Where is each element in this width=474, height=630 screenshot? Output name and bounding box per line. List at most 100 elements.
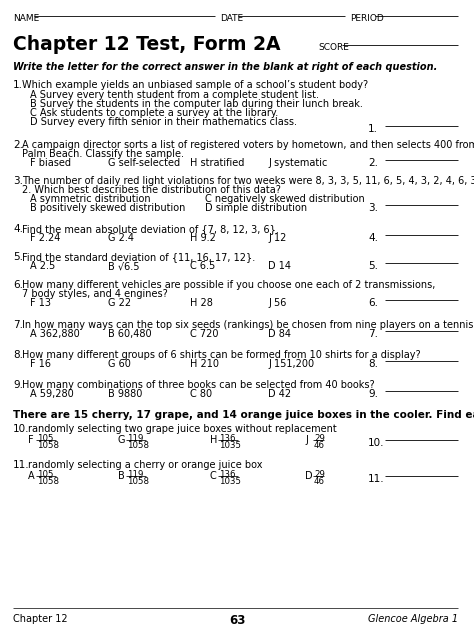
Text: 119: 119 [127, 470, 143, 479]
Text: Chapter 12 Test, Form 2A: Chapter 12 Test, Form 2A [13, 35, 281, 54]
Text: B positively skewed distribution: B positively skewed distribution [30, 203, 185, 213]
Text: Find the standard deviation of {11, 16, 17, 12}.: Find the standard deviation of {11, 16, … [22, 252, 255, 262]
Text: C negatively skewed distribution: C negatively skewed distribution [205, 194, 365, 204]
Text: F 13: F 13 [30, 298, 51, 308]
Text: J: J [305, 435, 308, 445]
Text: A 59,280: A 59,280 [30, 389, 74, 399]
Text: 46: 46 [314, 441, 325, 450]
Text: Chapter 12: Chapter 12 [13, 614, 68, 624]
Text: 8.: 8. [13, 350, 23, 360]
Text: randomly selecting two grape juice boxes without replacement: randomly selecting two grape juice boxes… [28, 424, 337, 434]
Text: F: F [28, 435, 34, 445]
Text: G 60: G 60 [108, 359, 131, 369]
Text: J 151,200: J 151,200 [268, 359, 314, 369]
Text: 2.: 2. [368, 158, 378, 168]
Text: 1058: 1058 [127, 441, 149, 450]
Text: F biased: F biased [30, 158, 71, 168]
Text: H 9.2: H 9.2 [190, 233, 216, 243]
Text: 8.: 8. [368, 359, 378, 369]
Text: D: D [305, 471, 313, 481]
Text: 63: 63 [229, 614, 245, 627]
Text: A campaign director sorts a list of registered voters by hometown, and then sele: A campaign director sorts a list of regi… [22, 140, 474, 150]
Text: 1058: 1058 [127, 477, 149, 486]
Text: 136: 136 [219, 434, 236, 443]
Text: G 22: G 22 [108, 298, 131, 308]
Text: 1058: 1058 [37, 477, 59, 486]
Text: Glencoe Algebra 1: Glencoe Algebra 1 [368, 614, 458, 624]
Text: There are 15 cherry, 17 grape, and 14 orange juice boxes in the cooler. Find eac: There are 15 cherry, 17 grape, and 14 or… [13, 410, 474, 420]
Text: 10.: 10. [368, 438, 384, 448]
Text: C 80: C 80 [190, 389, 212, 399]
Text: 2. Which best describes the distribution of this data?: 2. Which best describes the distribution… [22, 185, 281, 195]
Text: H: H [210, 435, 218, 445]
Text: How many combinations of three books can be selected from 40 books?: How many combinations of three books can… [22, 380, 374, 390]
Text: A Survey every tenth student from a complete student list.: A Survey every tenth student from a comp… [30, 90, 319, 100]
Text: 11.: 11. [13, 460, 29, 470]
Text: J 12: J 12 [268, 233, 286, 243]
Text: 1.: 1. [368, 124, 378, 134]
Text: The number of daily red light violations for two weeks were 8, 3, 3, 5, 11, 6, 5: The number of daily red light violations… [22, 176, 474, 186]
Text: H stratified: H stratified [190, 158, 245, 168]
Text: 7.: 7. [368, 329, 378, 339]
Text: C: C [210, 471, 217, 481]
Text: Find the mean absolute deviation of {7, 8, 12, 3, 6}.: Find the mean absolute deviation of {7, … [22, 224, 279, 234]
Text: 4.: 4. [368, 233, 378, 243]
Text: A 362,880: A 362,880 [30, 329, 80, 339]
Text: Write the letter for the correct answer in the blank at right of each question.: Write the letter for the correct answer … [13, 62, 438, 72]
Text: 9.: 9. [13, 380, 23, 390]
Text: D 14: D 14 [268, 261, 291, 271]
Text: G 2.4: G 2.4 [108, 233, 134, 243]
Text: C 720: C 720 [190, 329, 219, 339]
Text: A symmetric distribution: A symmetric distribution [30, 194, 151, 204]
Text: 29: 29 [314, 470, 325, 479]
Text: How many different groups of 6 shirts can be formed from 10 shirts for a display: How many different groups of 6 shirts ca… [22, 350, 420, 360]
Text: DATE: DATE [220, 14, 243, 23]
Text: C Ask students to complete a survey at the library.: C Ask students to complete a survey at t… [30, 108, 278, 118]
Text: In how many ways can the top six seeds (rankings) be chosen from nine players on: In how many ways can the top six seeds (… [22, 320, 474, 330]
Text: B 60,480: B 60,480 [108, 329, 152, 339]
Text: D 84: D 84 [268, 329, 291, 339]
Text: J 56: J 56 [268, 298, 286, 308]
Text: 1035: 1035 [219, 441, 241, 450]
Text: B: B [118, 471, 125, 481]
Text: 7.: 7. [13, 320, 23, 330]
Text: D Survey every fifth senior in their mathematics class.: D Survey every fifth senior in their mat… [30, 117, 297, 127]
Text: G: G [118, 435, 126, 445]
Text: D simple distribution: D simple distribution [205, 203, 307, 213]
Text: J systematic: J systematic [268, 158, 328, 168]
Text: 7 body styles, and 4 engines?: 7 body styles, and 4 engines? [22, 289, 168, 299]
Text: 4.: 4. [13, 224, 23, 234]
Text: 46: 46 [314, 477, 325, 486]
Text: D 42: D 42 [268, 389, 291, 399]
Text: G self-selected: G self-selected [108, 158, 180, 168]
Text: 1035: 1035 [219, 477, 241, 486]
Text: 105: 105 [37, 434, 54, 443]
Text: H 28: H 28 [190, 298, 213, 308]
Text: B √6.5: B √6.5 [108, 261, 139, 271]
Text: 6.: 6. [368, 298, 378, 308]
Text: A: A [28, 471, 35, 481]
Text: 6.: 6. [13, 280, 23, 290]
Text: 136: 136 [219, 470, 236, 479]
Text: 9.: 9. [368, 389, 378, 399]
Text: 29: 29 [314, 434, 325, 443]
Text: A 2.5: A 2.5 [30, 261, 55, 271]
Text: F 16: F 16 [30, 359, 51, 369]
Text: 3.: 3. [13, 176, 23, 186]
Text: 5.: 5. [13, 252, 23, 262]
Text: How many different vehicles are possible if you choose one each of 2 transmissio: How many different vehicles are possible… [22, 280, 436, 290]
Text: Palm Beach. Classify the sample.: Palm Beach. Classify the sample. [22, 149, 184, 159]
Text: B Survey the students in the computer lab during their lunch break.: B Survey the students in the computer la… [30, 99, 363, 109]
Text: 1058: 1058 [37, 441, 59, 450]
Text: SCORE: SCORE [318, 43, 349, 52]
Text: 105: 105 [37, 470, 54, 479]
Text: 3.: 3. [368, 203, 378, 213]
Text: H 210: H 210 [190, 359, 219, 369]
Text: C 6.5: C 6.5 [190, 261, 215, 271]
Text: 5.: 5. [368, 261, 378, 271]
Text: 10.: 10. [13, 424, 29, 434]
Text: B 9880: B 9880 [108, 389, 142, 399]
Text: 119: 119 [127, 434, 143, 443]
Text: F 2.24: F 2.24 [30, 233, 60, 243]
Text: Which example yields an unbiased sample of a school’s student body?: Which example yields an unbiased sample … [22, 80, 368, 90]
